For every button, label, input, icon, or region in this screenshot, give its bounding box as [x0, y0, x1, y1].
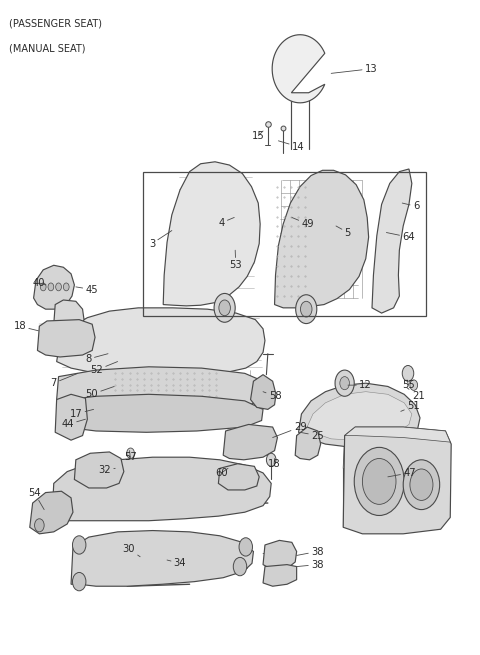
Circle shape	[335, 370, 354, 396]
Circle shape	[219, 300, 230, 316]
Text: 3: 3	[149, 231, 172, 249]
Polygon shape	[299, 383, 420, 447]
Circle shape	[239, 538, 252, 556]
Text: 14: 14	[278, 141, 304, 152]
Polygon shape	[345, 427, 450, 442]
Circle shape	[214, 293, 235, 322]
Text: 45: 45	[76, 284, 98, 295]
Text: 15: 15	[252, 130, 265, 141]
Text: 4: 4	[218, 217, 234, 228]
Polygon shape	[223, 424, 277, 460]
Text: 18: 18	[268, 458, 280, 469]
Polygon shape	[74, 452, 124, 488]
Text: 6: 6	[402, 201, 419, 212]
Text: (MANUAL SEAT): (MANUAL SEAT)	[9, 43, 85, 53]
Circle shape	[340, 377, 349, 390]
Polygon shape	[52, 457, 271, 521]
Text: 49: 49	[292, 217, 314, 229]
Polygon shape	[54, 300, 84, 331]
Circle shape	[127, 448, 134, 458]
Polygon shape	[343, 427, 451, 534]
Text: 18: 18	[13, 321, 38, 331]
Text: 17: 17	[70, 409, 94, 419]
Polygon shape	[57, 308, 265, 377]
Text: (PASSENGER SEAT): (PASSENGER SEAT)	[9, 18, 102, 28]
Text: 12: 12	[348, 380, 372, 390]
Polygon shape	[30, 491, 73, 534]
Text: 51: 51	[401, 401, 420, 411]
Text: 25: 25	[300, 430, 324, 441]
Text: 5: 5	[336, 226, 351, 238]
Polygon shape	[57, 367, 265, 411]
Circle shape	[403, 460, 440, 510]
Polygon shape	[163, 162, 260, 306]
Circle shape	[362, 458, 396, 504]
Text: 47: 47	[388, 468, 416, 478]
Polygon shape	[55, 394, 87, 440]
Circle shape	[296, 295, 317, 324]
Polygon shape	[218, 464, 259, 490]
Polygon shape	[34, 265, 74, 309]
Text: 52: 52	[90, 362, 118, 375]
Polygon shape	[37, 320, 95, 357]
Circle shape	[56, 283, 61, 291]
Text: 38: 38	[297, 559, 324, 570]
Text: 8: 8	[85, 354, 108, 364]
Text: 13: 13	[331, 64, 377, 74]
Polygon shape	[295, 427, 321, 460]
Polygon shape	[272, 35, 325, 103]
Text: 30: 30	[122, 544, 140, 557]
Text: 53: 53	[229, 250, 242, 271]
Circle shape	[300, 301, 312, 317]
Circle shape	[40, 283, 46, 291]
Circle shape	[410, 380, 418, 390]
Polygon shape	[306, 392, 412, 440]
Text: 21: 21	[407, 388, 425, 402]
Text: 58: 58	[263, 391, 281, 402]
Text: 29: 29	[273, 422, 307, 438]
Text: 38: 38	[297, 546, 324, 557]
Polygon shape	[372, 169, 412, 313]
Circle shape	[233, 557, 247, 576]
Circle shape	[72, 572, 86, 591]
Circle shape	[410, 469, 433, 500]
Text: 57: 57	[124, 451, 137, 462]
Circle shape	[48, 283, 54, 291]
Text: 64: 64	[386, 232, 415, 242]
Polygon shape	[251, 375, 276, 409]
Text: 54: 54	[28, 487, 44, 510]
Text: 40: 40	[33, 278, 46, 288]
Text: 50: 50	[85, 386, 114, 400]
Circle shape	[63, 283, 69, 291]
Polygon shape	[263, 540, 297, 570]
Text: 60: 60	[215, 468, 228, 478]
Polygon shape	[71, 531, 253, 586]
Circle shape	[354, 447, 404, 515]
Text: 55: 55	[402, 380, 415, 390]
Polygon shape	[275, 170, 369, 308]
Polygon shape	[263, 565, 297, 586]
Text: 44: 44	[61, 419, 85, 430]
Circle shape	[266, 453, 276, 466]
Circle shape	[72, 536, 86, 554]
Circle shape	[35, 519, 44, 532]
Bar	[143, 172, 426, 316]
Text: 34: 34	[167, 558, 186, 569]
Text: 32: 32	[98, 465, 115, 476]
Polygon shape	[57, 394, 263, 432]
Circle shape	[402, 365, 414, 381]
Text: 7: 7	[50, 373, 78, 388]
